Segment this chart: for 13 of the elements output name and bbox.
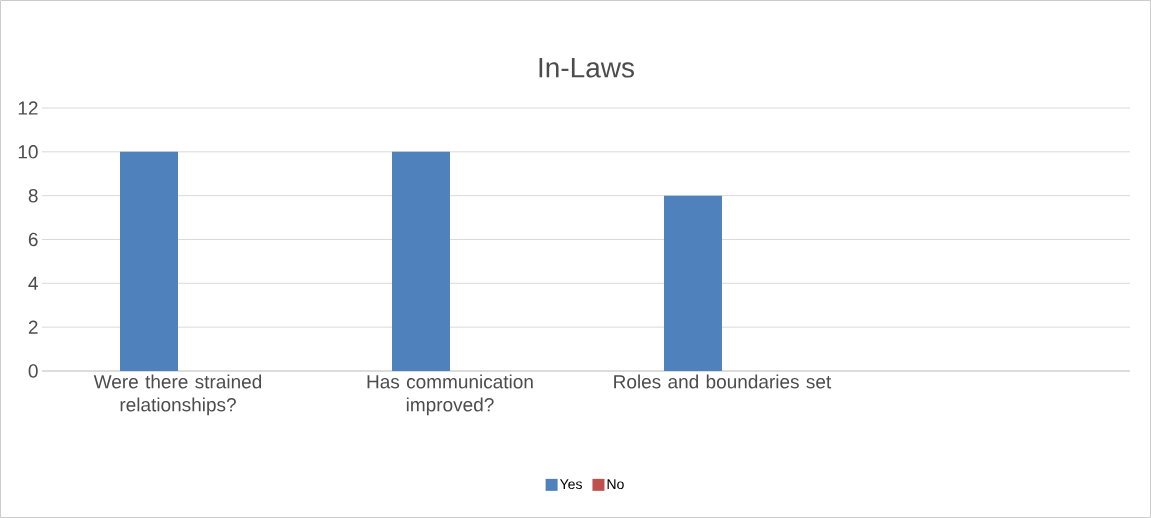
- x-tick-label: Were there strained relationships?: [93, 374, 262, 416]
- y-tick-label: 8: [28, 188, 38, 203]
- y-tick-label: 6: [28, 232, 38, 247]
- legend-label: No: [607, 479, 624, 490]
- legend-label: Yes: [559, 479, 582, 490]
- x-tick-label: Roles and boundaries set: [614, 374, 832, 389]
- y-tick-label: 4: [28, 276, 38, 290]
- chart-title: In-Laws: [539, 58, 634, 78]
- y-tick-label: 12: [18, 101, 38, 115]
- y-tick-label: 2: [28, 320, 38, 334]
- y-tick-label: 10: [18, 145, 38, 159]
- y-tick-label: 0: [28, 364, 38, 378]
- x-tick-label: Has communication improved?: [367, 374, 533, 416]
